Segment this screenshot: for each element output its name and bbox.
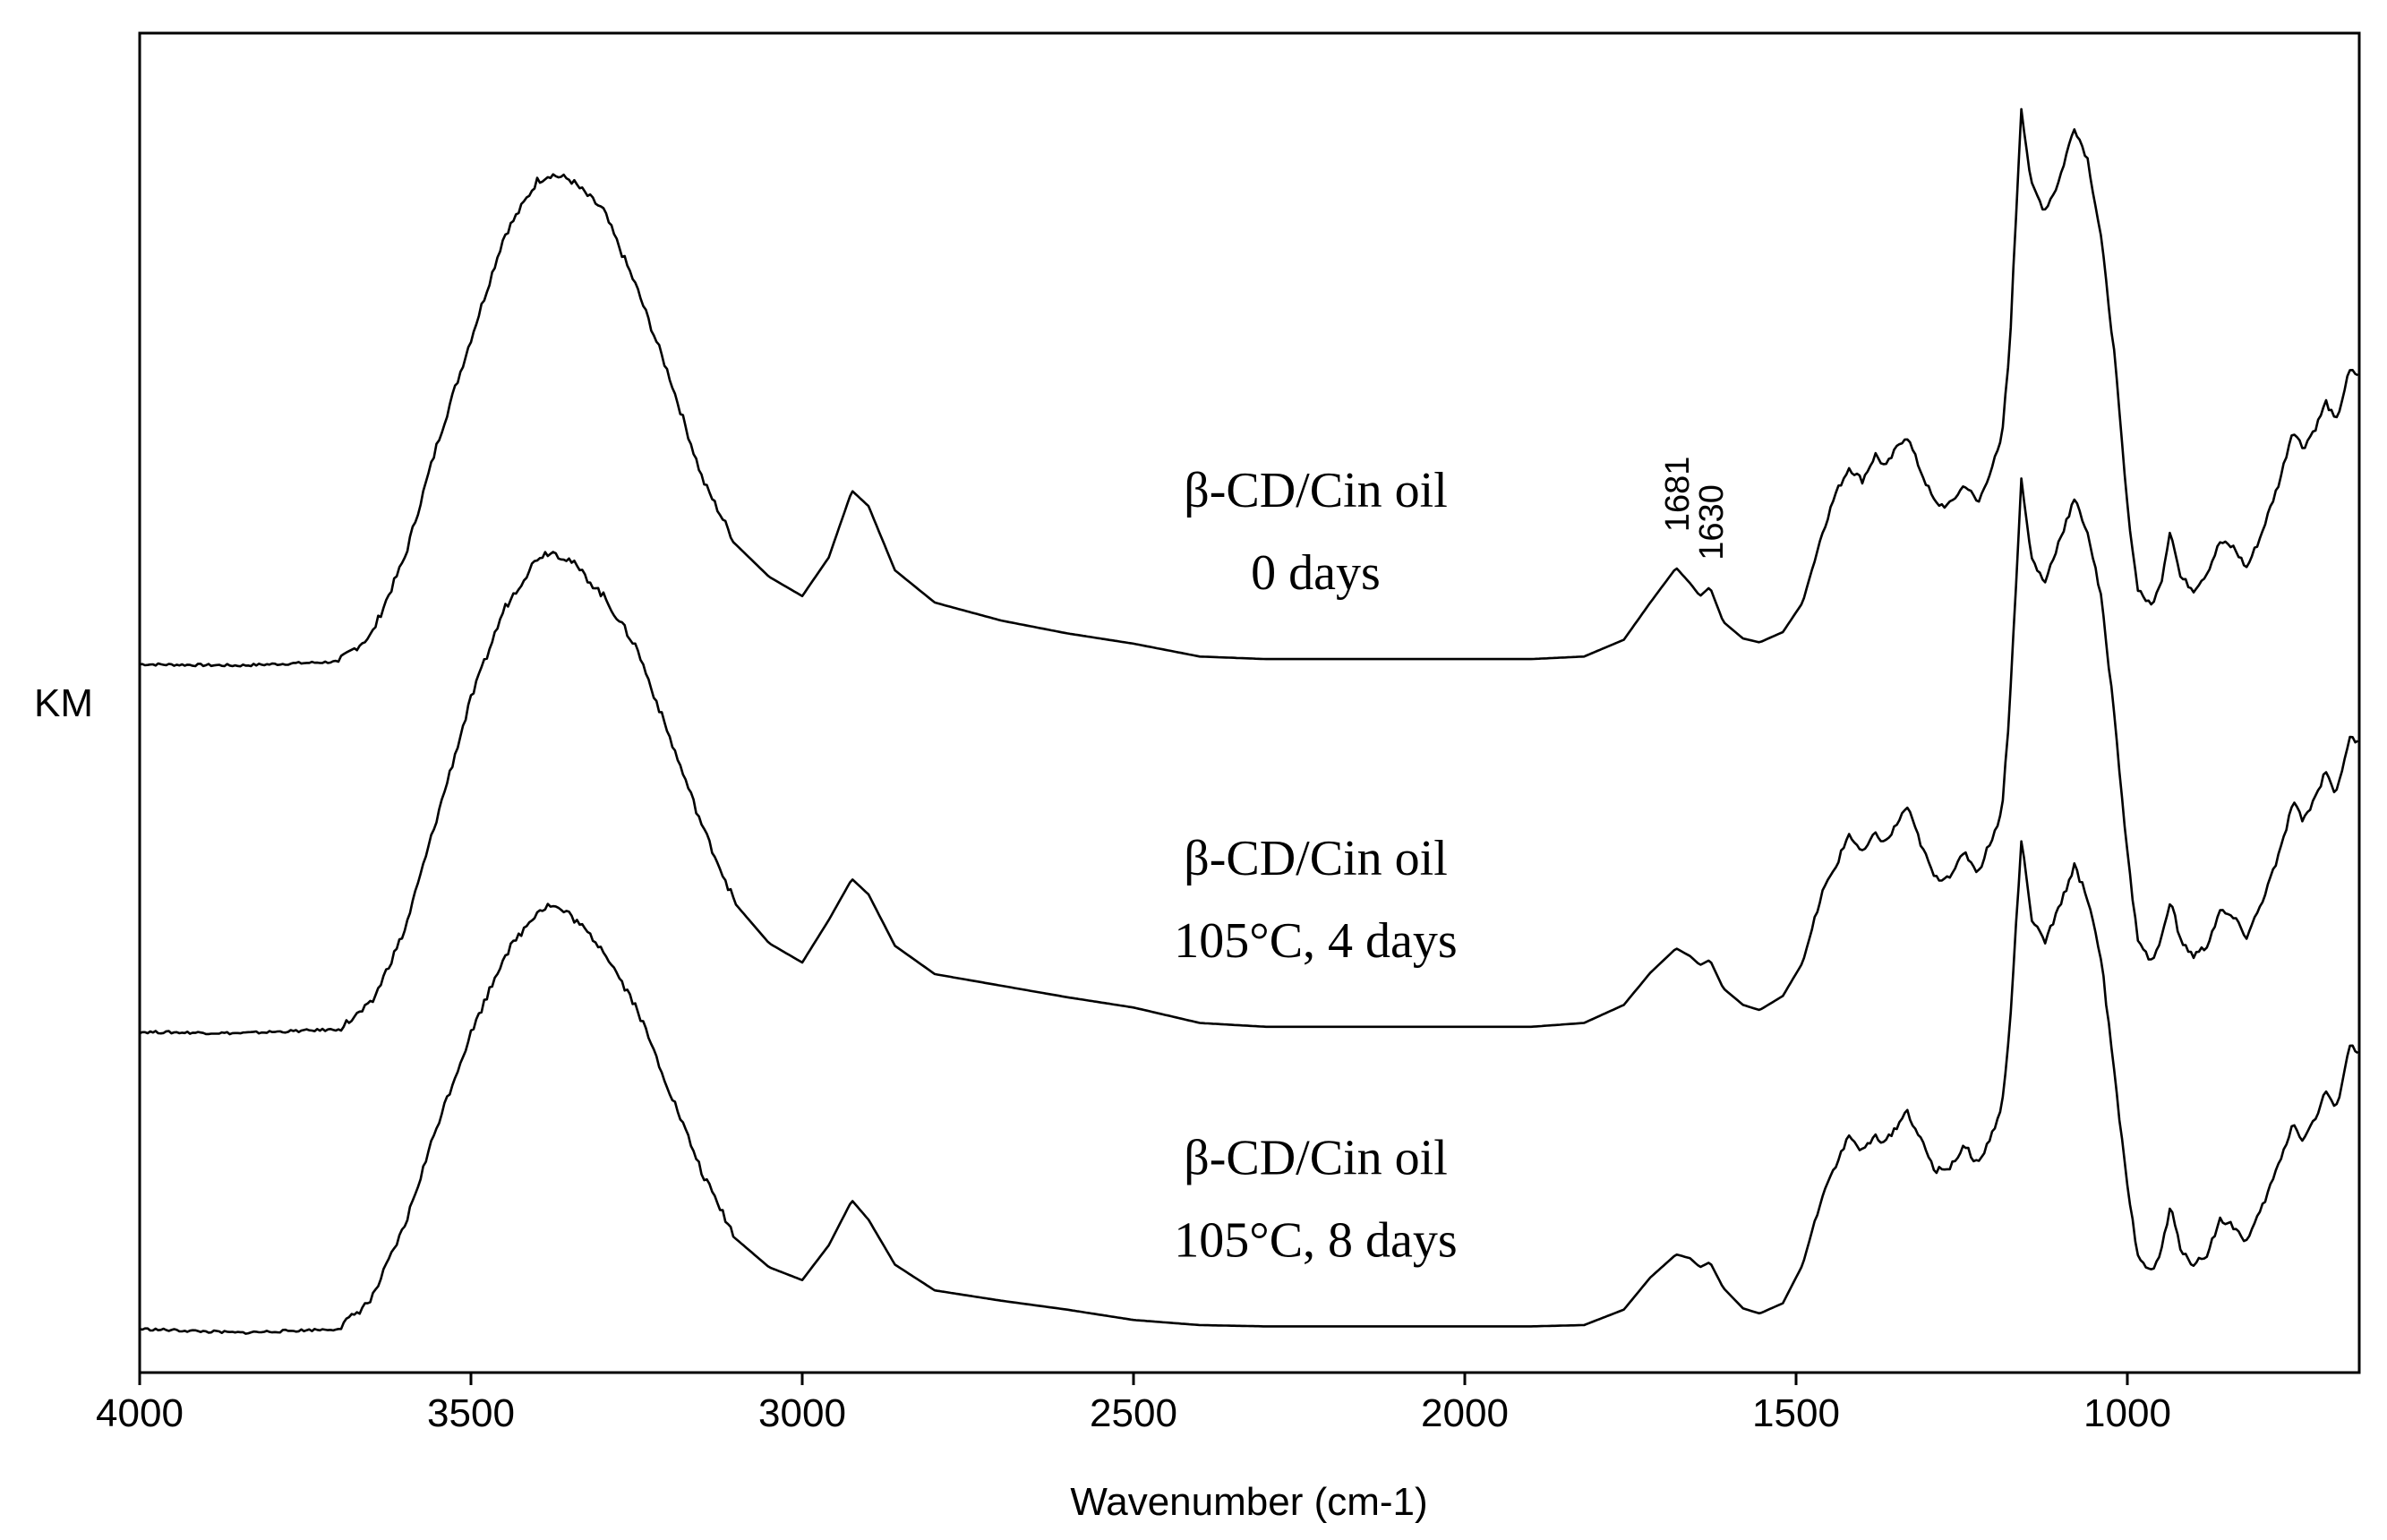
x-tick-label-2000: 2000 <box>1421 1391 1509 1435</box>
x-tick-label-1500: 1500 <box>1752 1391 1840 1435</box>
x-tick-label-3500: 3500 <box>427 1391 515 1435</box>
x-axis-title: Wavenumber (cm-1) <box>1070 1480 1427 1524</box>
y-axis-title: KM <box>34 681 93 725</box>
x-tick-label-4000: 4000 <box>96 1391 184 1435</box>
series-line-3 <box>139 840 2359 1335</box>
x-tick-label-1000: 1000 <box>2083 1391 2171 1435</box>
series-group <box>139 107 2359 1335</box>
series-2-label-line-1: β-CD/Cin oil <box>1184 831 1448 886</box>
series-2-label-line-2: 105°C, 4 days <box>1174 913 1457 969</box>
peak-label-1681: 1681 <box>1659 457 1697 533</box>
series-label-group: β-CD/Cin oil 0 days β-CD/Cin oil 105°C, 4 d… <box>1174 463 1457 1268</box>
series-line-1 <box>139 107 2359 668</box>
series-3-label-line-1: β-CD/Cin oil <box>1184 1130 1448 1185</box>
series-1-label-line-2: 0 days <box>1251 545 1381 601</box>
x-axis: 4000 3500 3000 2500 2000 1500 1000 <box>96 1373 2171 1435</box>
series-3-label-line-2: 105°C, 8 days <box>1174 1212 1457 1268</box>
series-1-label-line-1: β-CD/Cin oil <box>1184 463 1448 518</box>
x-tick-label-2500: 2500 <box>1090 1391 1177 1435</box>
series-line-2 <box>139 477 2359 1036</box>
plot-frame <box>138 31 2361 1374</box>
x-tick-label-3000: 3000 <box>758 1391 846 1435</box>
peak-label-1630: 1630 <box>1693 484 1731 560</box>
